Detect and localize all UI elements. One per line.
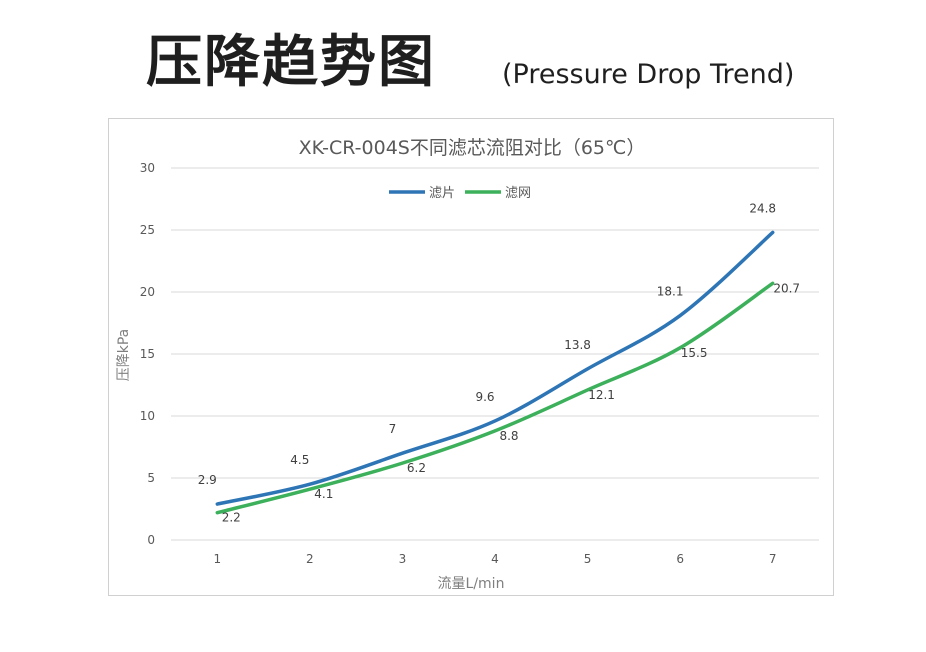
data-label-series-2: 2.2 [222,511,241,525]
label-layer: 2.9 4.5 7 9.6 13.8 18.1 24.8 2.2 4.1 6.2 8.8 12.1 15… [198,201,800,524]
data-label-series-2: 15.5 [681,346,708,360]
series-line-1 [215,230,775,506]
data-label-series-2: 8.8 [499,429,518,443]
x-tick-label: 2 [306,552,314,566]
data-label-series-2: 4.1 [314,487,333,501]
data-label-series-2: 20.7 [773,281,800,295]
chart-frame: XK-CR-004S不同滤芯流阻对比（65℃） 0 5 10 15 20 25 30 1 2 3 4… [108,118,834,596]
y-axis-title: 压降kPa [116,329,132,382]
legend-label-series-1: 滤片 [429,186,455,201]
data-label-series-1: 24.8 [749,201,776,215]
data-label-series-1: 4.5 [290,453,309,467]
x-tick-label: 4 [491,552,499,566]
data-label-series-1: 18.1 [657,285,684,299]
data-label-series-1: 2.9 [198,473,217,487]
data-label-series-1: 7 [389,422,397,436]
series-line-2 [215,281,775,515]
line-chart: XK-CR-004S不同滤芯流阻对比（65℃） 0 5 10 15 20 25 30 1 2 3 4… [116,137,819,592]
chart-title: XK-CR-004S不同滤芯流阻对比（65℃） [299,137,646,159]
y-tick-label: 0 [147,533,155,547]
data-label-series-2: 12.1 [588,388,615,402]
legend-label-series-2: 滤网 [505,186,531,201]
data-label-series-1: 9.6 [475,390,494,404]
x-tick-label: 7 [769,552,777,566]
legend: 滤片 滤网 [389,186,531,201]
series-layer [215,230,775,515]
y-tick-label: 5 [147,471,155,485]
x-tick-label: 1 [213,552,221,566]
data-label-series-2: 6.2 [407,461,426,475]
x-tick-label: 5 [584,552,592,566]
x-axis-title: 流量L/min [438,576,505,592]
page-subtitle: (Pressure Drop Trend) [502,59,795,90]
y-tick-label: 15 [140,347,155,361]
y-tick-label: 10 [140,409,155,423]
y-tick-label: 30 [140,161,155,175]
y-tick-label: 25 [140,223,155,237]
x-tick-label: 3 [399,552,407,566]
y-tick-label: 20 [140,285,155,299]
grid-layer: 0 5 10 15 20 25 30 1 2 3 4 5 6 7 [140,161,819,566]
x-tick-label: 6 [676,552,684,566]
page-title: 压降趋势图 [146,30,436,95]
data-label-series-1: 13.8 [564,338,591,352]
